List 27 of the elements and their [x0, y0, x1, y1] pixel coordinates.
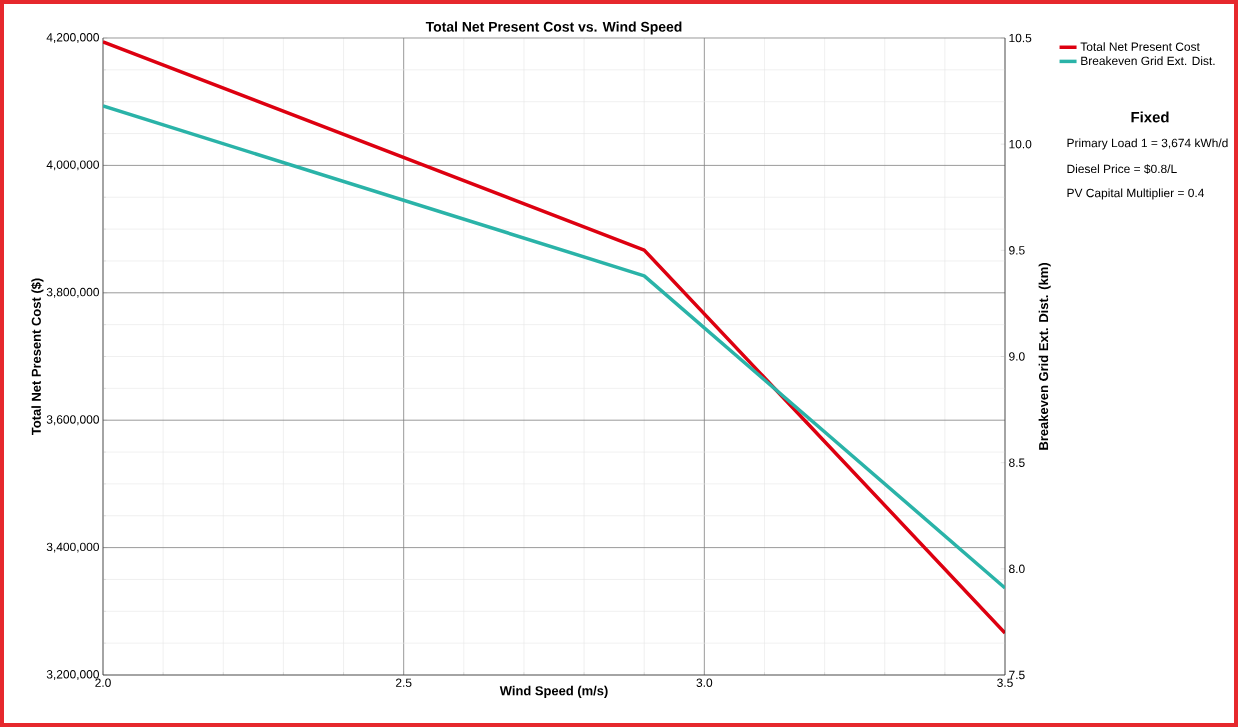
y-axis-title: Total Net Present Cost ($) — [31, 278, 44, 436]
y2-tick-label: 9.5 — [1009, 246, 1025, 255]
x-tick-label: 3.0 — [696, 678, 713, 687]
legend-label: Total Net Present Cost — [1080, 42, 1200, 51]
y-tick-label: 4,000,000 — [46, 160, 100, 171]
x-tick-label: 3.5 — [997, 678, 1013, 687]
y-tick-label: 3,600,000 — [46, 415, 100, 426]
text: PV Capital Multiplier = 0.4 — [1067, 188, 1205, 200]
legend-label: Breakeven Grid Ext. Dist. — [1081, 56, 1215, 66]
text: Primary Load 1 = 3,674 kWh/d — [1067, 138, 1228, 150]
y-tick-label: 4,200,000 — [46, 33, 100, 43]
y-tick-label: 3,800,000 — [46, 287, 100, 298]
x-tick-label: 2.5 — [395, 678, 412, 687]
y-tick-label: 3,400,000 — [46, 542, 100, 553]
chart-title: Total Net Present Cost vs. Wind Speed — [425, 21, 682, 35]
y2-tick-label: 10.5 — [1009, 33, 1032, 43]
y2-axis-title: Breakeven Grid Ext. Dist. (km) — [1038, 263, 1051, 450]
x-axis-title: Wind Speed (m/s) — [499, 685, 608, 698]
y2-tick-label: 8.5 — [1009, 458, 1025, 467]
y2-tick-label: 10.0 — [1009, 139, 1032, 149]
y-tick-label: 3,200,000 — [46, 670, 100, 680]
y2-tick-label: 9.0 — [1009, 352, 1025, 361]
y2-tick-label: 7.5 — [1009, 670, 1025, 680]
text: Fixed — [1131, 111, 1169, 123]
y2-tick-label: 8.0 — [1009, 564, 1025, 574]
text: Diesel Price = $0.8/L — [1067, 164, 1177, 174]
x-tick-label: 2.0 — [95, 678, 111, 687]
